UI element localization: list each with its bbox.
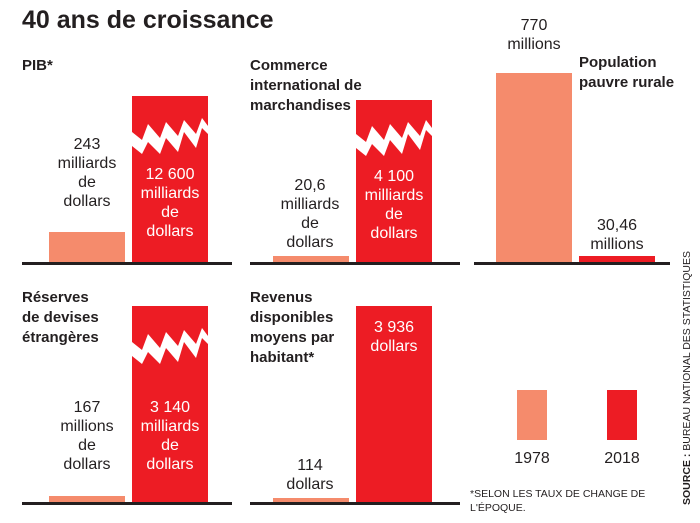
value-line: 167 (73, 399, 101, 416)
value-line: dollars (286, 476, 334, 493)
value-line: 3 936 (373, 319, 415, 336)
value-line: 3 140 (149, 399, 191, 416)
value-line: milliards (57, 155, 117, 172)
panel-title-pauvre: Population pauvre rurale (579, 53, 674, 93)
value-line: milliards (140, 185, 200, 202)
value-line: 114 (297, 457, 323, 474)
value-line: 4 100 (373, 168, 415, 185)
bar-reserves-1978 (49, 496, 125, 502)
value-line: dollars (370, 338, 418, 355)
title-line: habitant* (250, 349, 315, 366)
title-line: Revenus (250, 289, 313, 306)
value-line: de (301, 215, 319, 232)
axis-break-zigzag (356, 120, 432, 156)
baseline-pauvre (474, 262, 670, 265)
source-label: SOURCE : (681, 453, 693, 505)
bar-pauvre-1978 (496, 73, 572, 262)
title-line: Commerce (250, 57, 328, 74)
title-line: de devises (22, 309, 99, 326)
title-line: international de (250, 77, 362, 94)
panel-title-reserves: Réserves de devises étrangères (22, 288, 99, 348)
title-line: moyens par (250, 329, 335, 346)
value-line: millions (60, 418, 114, 435)
title-line: disponibles (250, 309, 334, 326)
value-line: 30,46 (596, 217, 638, 234)
value-label-reserves-1978: 167 millions de dollars (48, 398, 126, 474)
bar-revenus-1978 (273, 498, 349, 502)
footnote: *SELON LES TAUX DE CHANGE DE L'ÉPOQUE. (470, 488, 646, 514)
baseline-commerce (250, 262, 460, 265)
panel-title-revenus: Revenus disponibles moyens par habitant* (250, 288, 334, 368)
value-label-pauvre-2018: 30,46 millions (575, 216, 659, 254)
value-label-revenus-2018: 3 936 dollars (356, 318, 432, 356)
value-line: milliards (280, 196, 340, 213)
legend-label-2018: 2018 (604, 450, 640, 467)
value-line: milliards (364, 187, 424, 204)
legend-swatch-1978 (517, 390, 547, 440)
value-line: de (385, 206, 403, 223)
axis-break-zigzag (132, 328, 208, 364)
value-line: millions (507, 36, 561, 53)
bar-pauvre-2018 (579, 256, 655, 262)
baseline-revenus (250, 502, 460, 505)
bar-reserves-2018: 3 140 milliards de dollars (132, 306, 208, 502)
bar-revenus-2018: 3 936 dollars (356, 306, 432, 502)
baseline-pib (22, 262, 232, 265)
page-title: 40 ans de croissance (22, 6, 274, 34)
value-line: de (78, 174, 96, 191)
bar-pib-2018: 12 600 milliards de dollars (132, 96, 208, 262)
source-credit: SOURCE : BUREAU NATIONAL DES STATISTIQUE… (681, 251, 693, 505)
value-label-commerce-1978: 20,6 milliards de dollars (270, 176, 350, 252)
value-line: 12 600 (145, 166, 195, 183)
value-line: de (78, 437, 96, 454)
title-line: étrangères (22, 329, 99, 346)
legend-label-1978: 1978 (514, 450, 550, 467)
value-line: 770 (520, 17, 548, 34)
value-line: millions (590, 236, 644, 253)
panel-title-commerce: Commerce international de marchandises (250, 56, 362, 116)
title-line: pauvre rurale (579, 74, 675, 91)
value-line: 243 (73, 136, 101, 153)
title-line: Réserves (22, 289, 89, 306)
value-label-pib-2018: 12 600 milliards de dollars (132, 165, 208, 241)
value-label-pauvre-1978: 770 millions (492, 16, 576, 54)
value-line: dollars (370, 225, 418, 242)
title-line: Population (579, 54, 657, 71)
value-line: de (161, 437, 179, 454)
bar-pib-1978 (49, 232, 125, 262)
value-label-pib-1978: 243 milliards de dollars (48, 135, 126, 211)
value-line: de (161, 204, 179, 221)
value-line: dollars (146, 456, 194, 473)
legend-swatch-2018 (607, 390, 637, 440)
value-line: dollars (63, 193, 111, 210)
value-line: dollars (63, 456, 111, 473)
axis-break-zigzag (132, 118, 208, 154)
value-line: dollars (146, 223, 194, 240)
value-line: dollars (286, 234, 334, 251)
source-text: BUREAU NATIONAL DES STATISTIQUES (681, 251, 693, 451)
title-line: marchandises (250, 97, 351, 114)
value-line: 20,6 (294, 177, 326, 194)
bar-commerce-1978 (273, 256, 349, 262)
value-label-reserves-2018: 3 140 milliards de dollars (132, 398, 208, 474)
value-label-revenus-1978: 114 dollars (270, 456, 350, 494)
bar-commerce-2018: 4 100 milliards de dollars (356, 100, 432, 262)
value-line: milliards (140, 418, 200, 435)
panel-title-pib: PIB* (22, 57, 53, 74)
value-label-commerce-2018: 4 100 milliards de dollars (356, 167, 432, 243)
baseline-reserves (22, 502, 232, 505)
